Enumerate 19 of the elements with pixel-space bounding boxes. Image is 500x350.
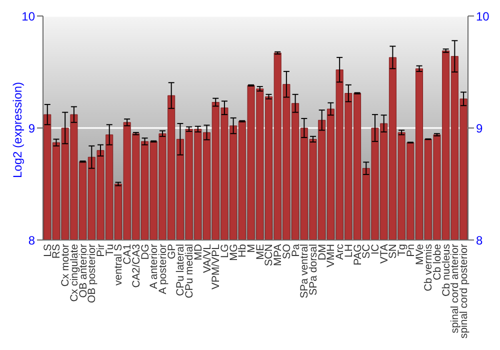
x-tick-label: Cb lobe: [431, 244, 444, 280]
x-tick-label: SO: [280, 244, 293, 260]
x-tick-label: OB posterior: [86, 244, 98, 303]
x-tick-label: IC: [369, 244, 382, 254]
y-tick-label: 8: [28, 233, 36, 248]
x-tick-label: LH: [342, 244, 355, 258]
x-tick-label: LG: [218, 244, 231, 258]
y2-tick-label: 8: [476, 233, 483, 248]
x-tick-label: MD: [192, 244, 204, 260]
x-tick-label: spinal cord posterior: [458, 243, 470, 339]
y2-tick-label: 9: [476, 121, 483, 136]
x-tick-label: Cx cingulate: [68, 244, 80, 302]
y-tick-label: 9: [28, 121, 36, 136]
y2-tick-label: 10: [476, 9, 490, 24]
x-tick-label: A posterior: [156, 244, 169, 294]
x-tick-label: MVe: [414, 244, 426, 266]
y-tick-label: 10: [22, 9, 36, 24]
y-axis-title: Log2 (expression): [10, 82, 24, 178]
x-tick-label: Tg: [396, 244, 408, 256]
